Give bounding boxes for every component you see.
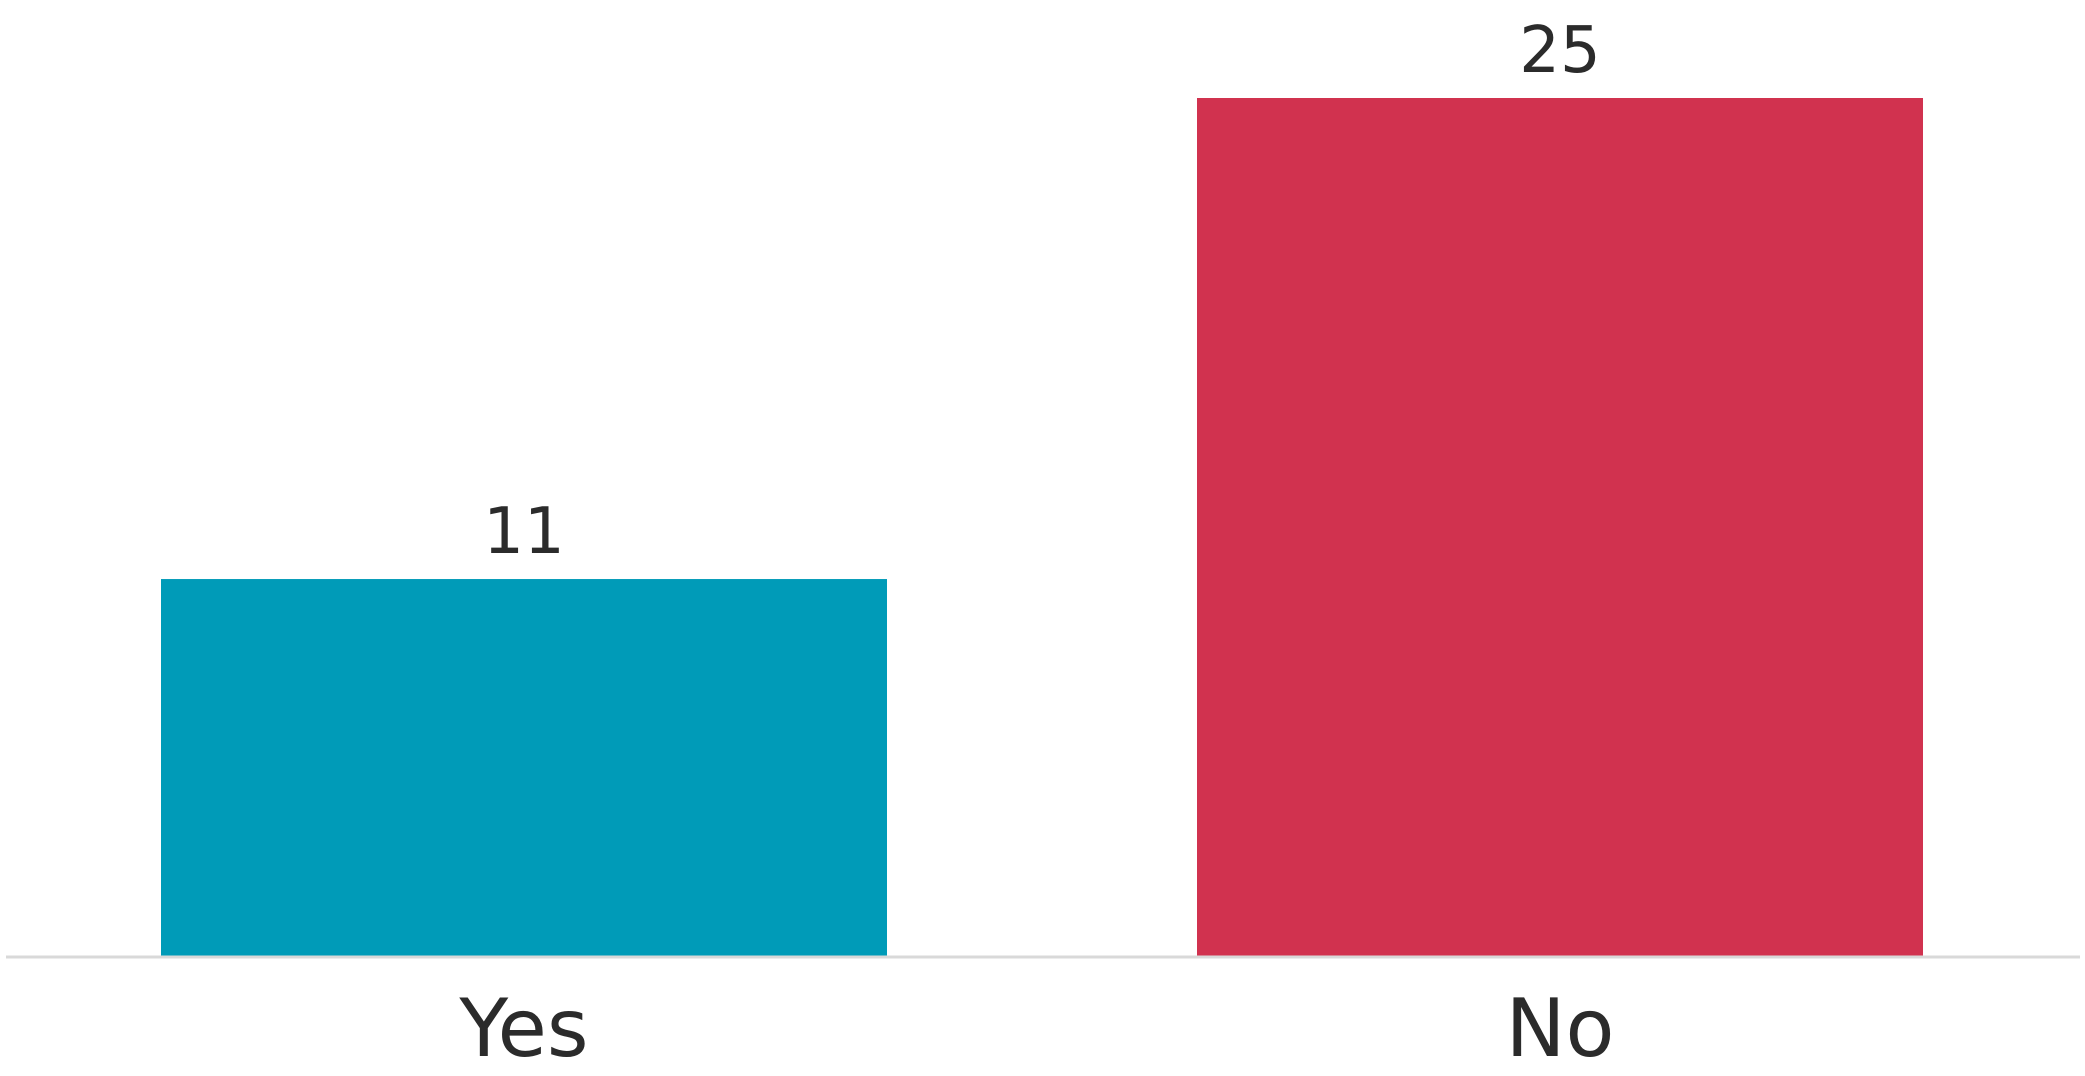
- data-label-yes: 11: [483, 495, 564, 569]
- bar-yes: [161, 579, 887, 957]
- data-label-no: 25: [1519, 14, 1600, 88]
- labels-layer: 11 Yes 25 No: [458, 14, 1614, 1075]
- x-tick-label-no: No: [1506, 982, 1615, 1075]
- bars-layer: [161, 98, 1923, 957]
- x-tick-label-yes: Yes: [458, 982, 588, 1075]
- bar-no: [1197, 98, 1923, 957]
